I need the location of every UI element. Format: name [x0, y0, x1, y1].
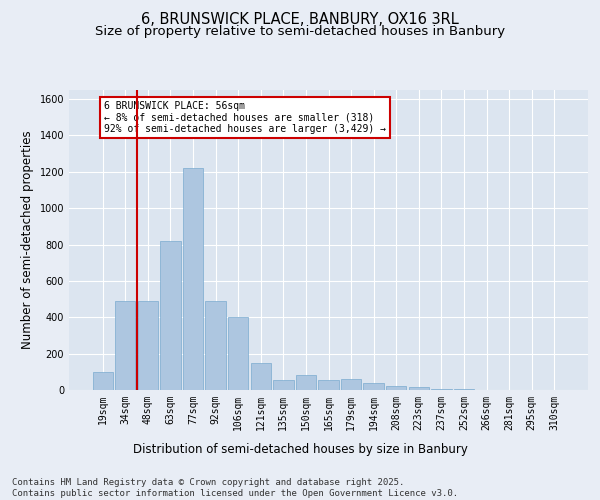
Bar — [364, 382, 384, 390]
Bar — [228, 318, 248, 390]
Bar — [92, 372, 113, 390]
Bar — [409, 388, 429, 390]
Bar — [115, 301, 136, 390]
Bar — [205, 301, 226, 390]
Text: Size of property relative to semi-detached houses in Banbury: Size of property relative to semi-detach… — [95, 25, 505, 38]
Text: 6 BRUNSWICK PLACE: 56sqm
← 8% of semi-detached houses are smaller (318)
92% of s: 6 BRUNSWICK PLACE: 56sqm ← 8% of semi-de… — [104, 101, 386, 134]
Bar — [251, 362, 271, 390]
Bar — [138, 301, 158, 390]
Bar — [454, 389, 474, 390]
Bar — [431, 389, 452, 390]
Bar — [319, 380, 338, 390]
Text: 6, BRUNSWICK PLACE, BANBURY, OX16 3RL: 6, BRUNSWICK PLACE, BANBURY, OX16 3RL — [141, 12, 459, 28]
Text: Contains HM Land Registry data © Crown copyright and database right 2025.
Contai: Contains HM Land Registry data © Crown c… — [12, 478, 458, 498]
Bar — [341, 379, 361, 390]
Bar — [296, 374, 316, 390]
Bar — [183, 168, 203, 390]
Text: Distribution of semi-detached houses by size in Banbury: Distribution of semi-detached houses by … — [133, 442, 467, 456]
Y-axis label: Number of semi-detached properties: Number of semi-detached properties — [21, 130, 34, 350]
Bar — [273, 380, 293, 390]
Bar — [160, 241, 181, 390]
Bar — [386, 386, 406, 390]
